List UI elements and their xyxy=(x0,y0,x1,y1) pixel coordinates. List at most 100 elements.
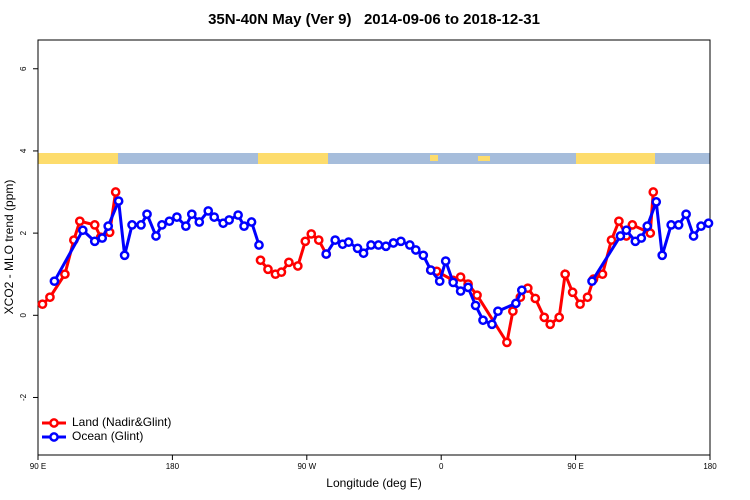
series-line xyxy=(41,191,118,306)
data-point xyxy=(119,250,130,261)
data-point xyxy=(136,220,146,230)
data-point xyxy=(203,206,214,216)
data-point xyxy=(239,221,249,231)
data-point xyxy=(696,221,706,231)
data-point xyxy=(587,276,597,287)
data-point xyxy=(688,231,699,241)
data-point xyxy=(410,245,421,255)
x-tick-label: 180 xyxy=(703,462,717,471)
data-point xyxy=(209,212,220,222)
data-point xyxy=(615,231,626,241)
y-tick-label: 0 xyxy=(19,313,28,318)
data-point xyxy=(74,216,85,227)
data-point xyxy=(396,236,406,247)
data-point xyxy=(511,298,521,309)
data-point xyxy=(545,319,556,330)
plot-frame xyxy=(37,39,711,456)
y-tick-label: 2 xyxy=(19,230,28,235)
data-point xyxy=(224,215,234,225)
data-point xyxy=(493,306,503,317)
data-point xyxy=(560,269,570,280)
data-point xyxy=(404,240,415,250)
data-point xyxy=(502,337,512,348)
data-point xyxy=(582,292,593,303)
data-point xyxy=(233,210,243,220)
data-point xyxy=(463,282,473,293)
data-point xyxy=(284,257,294,268)
data-point xyxy=(263,264,273,275)
data-point xyxy=(37,299,48,310)
data-point xyxy=(388,238,399,248)
data-point xyxy=(567,287,578,298)
data-point xyxy=(657,250,668,261)
data-point xyxy=(508,306,518,317)
data-point xyxy=(597,269,608,280)
x-tick-label: 90 E xyxy=(567,462,583,471)
data-point xyxy=(172,212,182,222)
data-point xyxy=(358,248,369,259)
data-point xyxy=(648,187,659,197)
legend-marker xyxy=(49,418,59,428)
data-point xyxy=(425,265,436,275)
data-point xyxy=(440,256,451,266)
data-point xyxy=(478,315,488,326)
data-point xyxy=(373,240,384,250)
data-point xyxy=(448,277,458,288)
data-point xyxy=(642,221,653,231)
data-point xyxy=(470,300,481,311)
data-point xyxy=(157,220,167,230)
data-point xyxy=(530,293,541,304)
data-point xyxy=(292,261,303,271)
data-point xyxy=(330,235,341,245)
data-point xyxy=(621,225,632,236)
data-point xyxy=(180,221,191,231)
x-tick-label: 90 E xyxy=(30,462,46,471)
series-line xyxy=(53,200,261,282)
x-tick-label: 90 W xyxy=(297,462,316,471)
data-point xyxy=(103,221,114,231)
data-point xyxy=(554,312,565,323)
data-point xyxy=(666,220,677,230)
x-tick-label: 0 xyxy=(439,462,444,471)
data-point xyxy=(89,220,100,230)
data-point xyxy=(276,267,287,278)
chart-title: 35N-40N May (Ver 9) 2014-09-06 to 2018-1… xyxy=(208,11,540,28)
data-point xyxy=(614,216,624,227)
data-point xyxy=(516,285,527,296)
data-point xyxy=(703,218,714,229)
data-point xyxy=(306,229,317,239)
legend-marker xyxy=(49,432,59,442)
y-tick-label: 6 xyxy=(19,66,28,71)
data-point xyxy=(151,231,161,241)
data-point xyxy=(627,220,638,230)
data-point xyxy=(352,243,363,254)
data-point xyxy=(575,299,585,310)
x-tick-label: 180 xyxy=(166,462,180,471)
data-point xyxy=(673,220,684,230)
data-point xyxy=(681,209,691,220)
data-point xyxy=(186,209,197,220)
data-point xyxy=(164,216,175,227)
data-point xyxy=(539,312,550,323)
data-point xyxy=(366,240,376,250)
data-point xyxy=(77,225,88,236)
data-point xyxy=(455,286,466,296)
data-point xyxy=(381,241,391,252)
data-point xyxy=(110,187,121,197)
data-point xyxy=(255,255,266,266)
land-mask-band xyxy=(38,153,710,164)
data-point xyxy=(254,240,264,250)
data-point xyxy=(487,319,497,330)
data-point xyxy=(636,233,647,243)
data-point xyxy=(246,217,257,227)
data-point xyxy=(142,209,152,220)
y-tick-label: 4 xyxy=(19,148,28,153)
y-axis-label: XCO2 - MLO trend (ppm) xyxy=(2,180,16,315)
data-point xyxy=(300,236,311,247)
data-point xyxy=(113,196,124,206)
data-point xyxy=(455,272,466,282)
data-point xyxy=(194,217,205,227)
data-point xyxy=(606,235,617,245)
data-point xyxy=(127,220,137,230)
